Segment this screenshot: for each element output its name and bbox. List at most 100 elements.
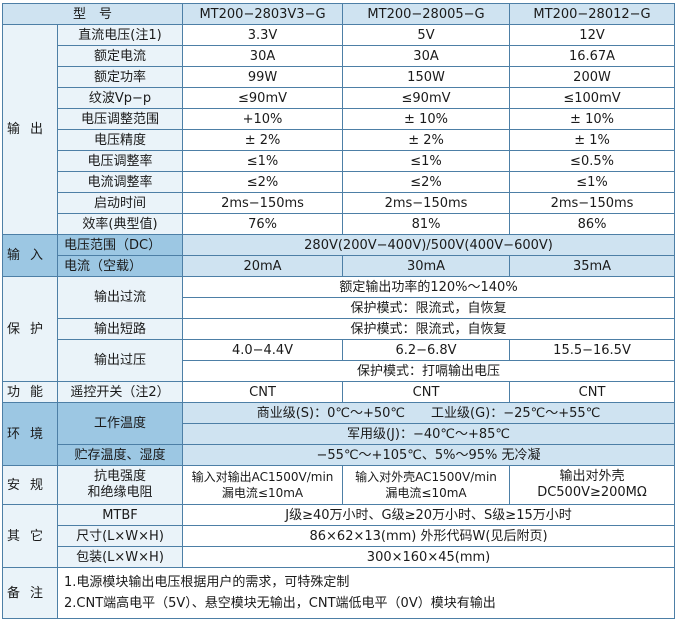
cell: ± 1% xyxy=(509,129,676,151)
table-row: 贮存温度、湿度 −55℃～+105℃、5%～95% 无冷凝 xyxy=(2,444,676,466)
cell: +10% xyxy=(182,108,344,130)
note-line-1: 1.电源模块输出电压根据用户的需求，可特殊定制 xyxy=(64,575,350,590)
row-label: 直流电压(注1) xyxy=(56,24,184,46)
table-row: 电压调整率 ≤1% ≤1% ≤0.5% xyxy=(3,150,676,172)
table-row: 其它 MTBF J级≥40万小时、G级≥20万小时、S级≥15万小时 xyxy=(2,504,676,568)
group-other: 其它 xyxy=(2,504,58,568)
cell: ≤0.5% xyxy=(509,150,676,172)
header-model-3: MT200−28012−G xyxy=(509,3,676,25)
cell: 输入对输出AC1500V/min 漏电流≤10mA xyxy=(182,465,344,505)
cell: CNT xyxy=(509,381,676,403)
cell: 86% xyxy=(509,213,676,235)
row-label: 包装(L×W×H) xyxy=(56,546,184,568)
cell: ≤1% xyxy=(509,171,676,193)
cell: 30A xyxy=(182,45,344,67)
cell: 30mA xyxy=(342,255,511,277)
table-row: 电压精度 ± 2% ± 2% ± 1% xyxy=(3,129,676,151)
group-environment: 环境 xyxy=(2,402,58,466)
cell: CNT xyxy=(342,381,511,403)
table-row: 效率(典型值) 76% 81% 86% xyxy=(3,213,676,235)
header-row: 型 号 MT200−2803V3−G MT200−28005−G MT200−2… xyxy=(1,3,676,25)
row-label: 尺寸(L×W×H) xyxy=(56,525,184,547)
row-label: 额定电流 xyxy=(56,45,184,67)
cell: 输入对外壳AC1500V/min 漏电流≤10mA xyxy=(342,465,511,505)
row-label: 电压调整率 xyxy=(56,150,184,172)
cell: 5V xyxy=(342,24,511,46)
cell: 16.67A xyxy=(509,45,676,67)
cell: ≤1% xyxy=(182,150,344,172)
cell: 军用级(J)：−40℃～+85℃ xyxy=(182,423,676,445)
row-label: 电流（空载） xyxy=(56,255,184,277)
note-line-2: 2.CNT端高电平（5V）、悬空模块无输出，CNT端低电平（0V）模块有输出 xyxy=(64,596,496,611)
cell: 12V xyxy=(509,24,676,46)
table-row: 输出 直流电压(注1) 3.3V 5V 12V xyxy=(2,24,676,235)
header-model-label: 型 号 xyxy=(1,3,184,25)
spec-table: 型 号 MT200−2803V3−G MT200−28005−G MT200−2… xyxy=(1,3,676,619)
row-label: 输出过流 xyxy=(56,276,184,319)
table-row: 安规 抗电强度 和绝缘电阻 输入对输出AC1500V/min 漏电流≤10mA … xyxy=(2,465,676,505)
row-label: 遥控开关（注2） xyxy=(56,381,184,403)
table-row: 纹波Vp−p ≤90mV ≤90mV ≤100mV xyxy=(3,87,676,109)
table-row: 功能 遥控开关（注2） CNT CNT CNT xyxy=(2,381,676,403)
cell: 3.3V xyxy=(182,24,344,46)
row-label: 输出短路 xyxy=(56,318,184,340)
row-label: 电流调整率 xyxy=(56,171,184,193)
table-row: 电流调整率 ≤2% ≤2% ≤1% xyxy=(3,171,676,193)
cell: ≤2% xyxy=(342,171,511,193)
cell: 150W xyxy=(342,66,511,88)
table-row: 启动时间 2ms−150ms 2ms−150ms 2ms−150ms xyxy=(3,192,676,214)
cell: 35mA xyxy=(509,255,676,277)
table-row: 环境 工作温度 商业级(S)：0℃～+50℃ 工业级(G)：−25℃～+55℃ xyxy=(2,402,676,466)
table-row: 备注 1.电源模块输出电压根据用户的需求，可特殊定制 2.CNT端高电平（5V）… xyxy=(2,567,676,619)
cell: 86×62×13(mm) 外形代码W(见后附页) xyxy=(182,525,676,547)
cell: ≤100mV xyxy=(509,87,676,109)
cell: 81% xyxy=(342,213,511,235)
row-label: 贮存温度、湿度 xyxy=(56,444,184,466)
cell: ± 10% xyxy=(342,108,511,130)
table-row: 保护 输出过流 额定输出功率的120%～140% xyxy=(2,276,676,382)
table-row: 电流（空载） 20mA 30mA 35mA xyxy=(2,255,676,277)
cell: 99W xyxy=(182,66,344,88)
cell: ± 2% xyxy=(342,129,511,151)
row-label: 纹波Vp−p xyxy=(56,87,184,109)
row-label: 电压精度 xyxy=(56,129,184,151)
cell: 额定输出功率的120%～140% xyxy=(182,276,676,298)
cell: 保护模式：限流式，自恢复 xyxy=(182,318,676,340)
table-row: 额定电流 30A 30A 16.67A xyxy=(3,45,676,67)
group-safety: 安规 xyxy=(2,465,58,505)
row-label: 启动时间 xyxy=(56,192,184,214)
group-input: 输入 xyxy=(2,234,58,277)
cell: 2ms−150ms xyxy=(182,192,344,214)
cell: CNT xyxy=(182,381,344,403)
cell: ≤90mV xyxy=(182,87,344,109)
cell: 6.2−6.8V xyxy=(342,339,511,361)
cell: 商业级(S)：0℃～+50℃ 工业级(G)：−25℃～+55℃ xyxy=(182,402,676,424)
cell: ≤2% xyxy=(182,171,344,193)
group-function: 功能 xyxy=(2,381,58,403)
cell: 2ms−150ms xyxy=(509,192,676,214)
cell: ≤90mV xyxy=(342,87,511,109)
cell: 200W xyxy=(509,66,676,88)
row-label: 工作温度 xyxy=(56,402,184,445)
table-row: 输出短路 保护模式：限流式，自恢复 xyxy=(3,318,676,340)
notes-cell: 1.电源模块输出电压根据用户的需求，可特殊定制 2.CNT端高电平（5V）、悬空… xyxy=(56,567,676,619)
cell: 20mA xyxy=(182,255,344,277)
table-row: 输入 电压范围（DC） 280V(200V−400V)/500V(400V−60… xyxy=(2,234,676,277)
cell: 280V(200V−400V)/500V(400V−600V) xyxy=(182,234,676,256)
group-notes: 备注 xyxy=(2,567,58,619)
table-row: 尺寸(L×W×H) 86×62×13(mm) 外形代码W(见后附页) xyxy=(3,525,676,547)
header-model-1: MT200−2803V3−G xyxy=(182,3,344,25)
row-label: MTBF xyxy=(56,504,184,526)
cell: 保护模式：打嗝输出电压 xyxy=(182,360,676,382)
row-label: 抗电强度 和绝缘电阻 xyxy=(56,465,184,505)
cell: ± 2% xyxy=(182,129,344,151)
cell: 76% xyxy=(182,213,344,235)
cell: 2ms−150ms xyxy=(342,192,511,214)
row-label: 效率(典型值) xyxy=(56,213,184,235)
header-model-2: MT200−28005−G xyxy=(342,3,511,25)
row-label: 输出过压 xyxy=(56,339,184,382)
group-output: 输出 xyxy=(2,24,58,235)
cell: 输出对外壳 DC500V≥200MΩ xyxy=(509,465,676,505)
cell: −55℃～+105℃、5%～95% 无冷凝 xyxy=(182,444,676,466)
cell: 保护模式：限流式，自恢复 xyxy=(182,297,676,319)
